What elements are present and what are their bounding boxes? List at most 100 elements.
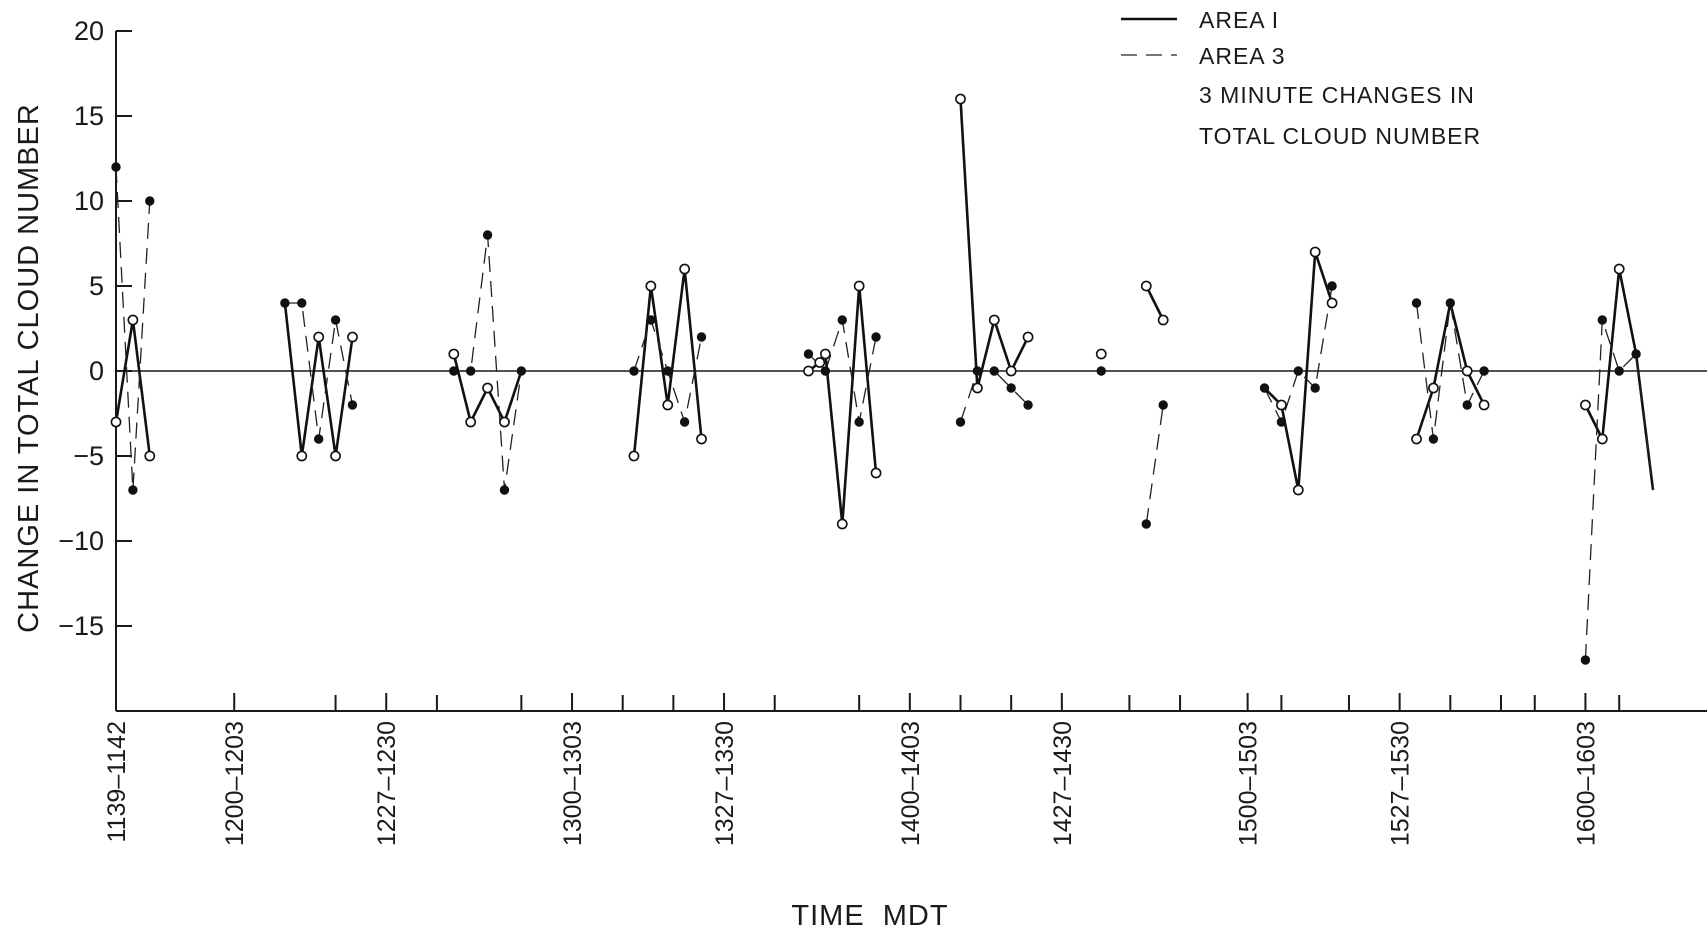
open-marker [1461,365,1473,377]
open-marker [144,450,156,462]
open-marker [1596,433,1608,445]
legend: AREA I AREA 3 3 MINUTE CHANGES IN TOTAL … [1121,7,1481,149]
open-marker [836,518,848,530]
filled-marker [1445,298,1456,308]
filled-marker [499,485,510,495]
x-tick-label: 1600–1603 [1572,721,1600,846]
legend-note-line-2: TOTAL CLOUD NUMBER [1199,123,1481,149]
open-marker [1478,399,1490,411]
x-tick-label: 1400–1403 [897,721,925,846]
filled-marker [482,230,493,240]
x-tick-label: 1500–1503 [1235,721,1263,846]
open-marker [814,357,826,368]
y-tick-label: 5 [89,271,104,301]
series-line-area-i [959,98,1030,389]
filled-marker [1158,400,1168,410]
open-marker [347,331,358,343]
x-tick-label: 1427–1430 [1049,721,1077,846]
y-tick-label: 10 [74,186,104,216]
open-marker [971,382,983,394]
x-axis-label: TIME MDT [791,900,948,932]
filled-marker [516,366,527,376]
series-layer [114,98,1655,661]
open-marker [448,348,460,360]
y-tick-label: 20 [74,16,104,46]
open-marker [645,280,657,292]
filled-marker [803,349,814,359]
series-line-area-3 [1584,319,1654,661]
open-marker [1005,365,1017,377]
open-marker [803,365,814,377]
series-line-area-i [283,302,354,457]
open-marker [1140,280,1152,292]
x-tick-label: 1300–1303 [559,721,587,846]
y-tick-label: 15 [74,101,104,131]
y-axis-label: CHANGE IN TOTAL CLOUD NUMBER [13,103,45,633]
open-marker [110,416,122,428]
legend-label-area-1: AREA I [1199,7,1279,33]
filled-marker [1310,383,1320,393]
open-marker [819,348,831,360]
open-marker [853,280,865,292]
series-line-area-i [114,319,152,457]
filled-marker [1428,434,1439,444]
open-marker [988,314,1000,326]
open-marker [662,399,674,411]
open-marker [1613,263,1625,275]
filled-marker [347,400,358,410]
open-marker [1022,331,1034,343]
open-marker [955,93,966,105]
y-tick-label: −15 [58,611,104,641]
y-tick-label: −10 [58,526,104,556]
filled-marker [955,417,966,427]
filled-marker [696,332,707,342]
filled-marker [1479,366,1489,376]
x-tick-label: 1327–1330 [711,721,739,846]
open-marker [1411,433,1422,445]
open-marker [1095,348,1107,360]
open-marker [330,450,341,462]
open-marker [482,382,493,394]
filled-marker [837,315,847,325]
legend-label-area-3: AREA 3 [1199,43,1286,69]
open-marker [1326,297,1338,309]
open-marker [499,416,510,428]
filled-marker [465,366,476,376]
x-tick-label: 1200–1203 [221,721,249,846]
filled-marker [1411,298,1422,308]
filled-marker [629,366,639,376]
legend-note-line-1: 3 MINUTE CHANGES IN [1199,82,1475,108]
series-line-area-i [1145,285,1165,321]
filled-marker [646,315,656,325]
open-marker [679,263,691,275]
y-tick-label: 0 [89,356,104,386]
filled-marker [111,162,121,172]
open-marker [1292,484,1304,496]
axes: 20 15 10 5 0 −5 −10 −15 1139–1142 1200–1203 1227–1… [58,16,1707,846]
x-tick-label: 1527–1530 [1387,721,1415,846]
marker-layer [110,93,1641,665]
filled-marker [1006,383,1016,393]
series-line-area-3 [115,166,151,491]
filled-marker [663,366,673,376]
filled-marker [871,332,881,342]
filled-marker [313,434,324,444]
series-line-area-3 [453,234,523,491]
filled-marker [1023,400,1033,410]
filled-marker [128,485,138,495]
series-line-area-3 [959,370,1029,423]
filled-marker [972,366,983,376]
open-marker [628,450,640,462]
open-marker [465,416,477,428]
filled-marker [449,366,459,376]
open-marker [313,331,325,343]
open-marker [1580,399,1591,411]
filled-marker [1141,519,1151,529]
filled-marker [330,315,341,325]
open-marker [1428,382,1439,394]
open-marker [1309,246,1321,258]
filled-marker [1580,655,1591,665]
open-marker [1276,399,1287,411]
filled-marker [1096,366,1106,376]
x-tick-label: 1227–1230 [373,721,401,846]
